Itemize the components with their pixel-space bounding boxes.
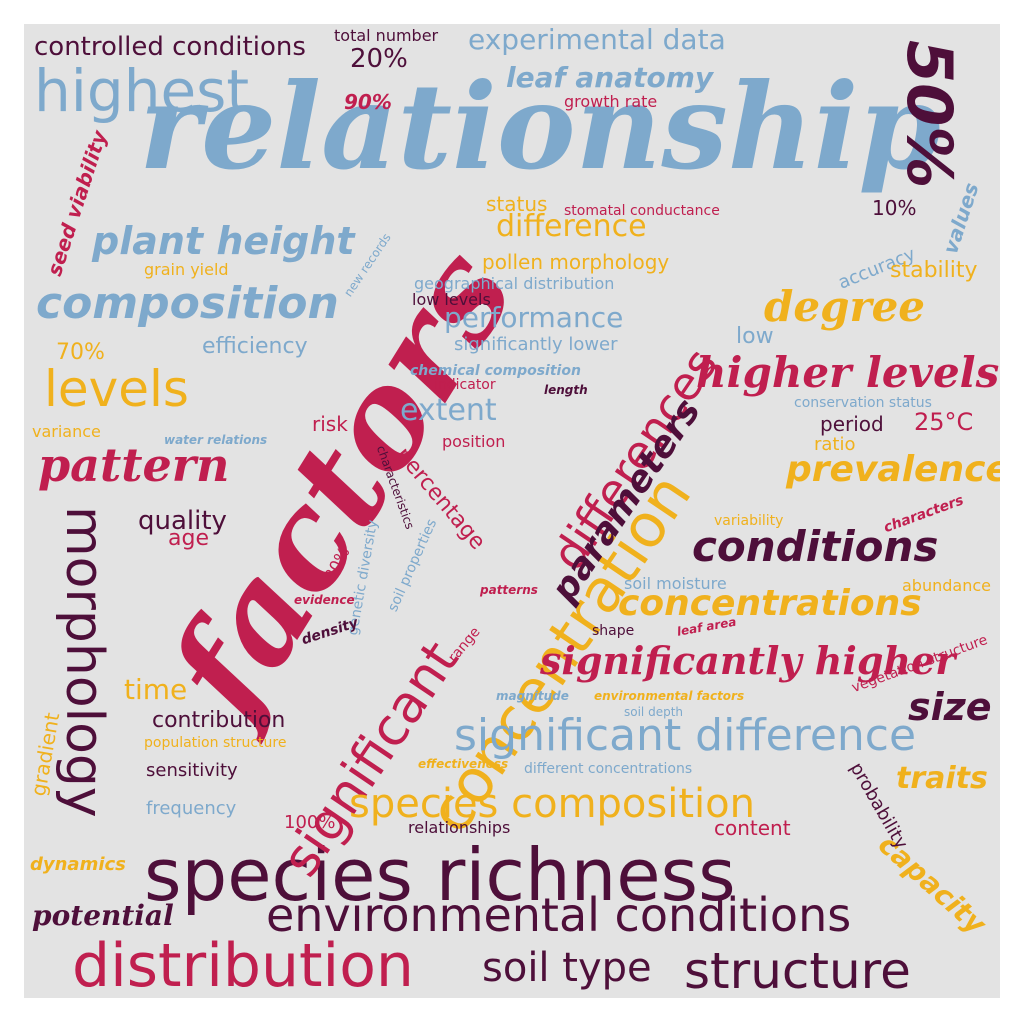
word-significantly-higher: significantly higher [540, 638, 956, 683]
word-period: period [820, 412, 884, 436]
word-population-structure: population structure [144, 735, 287, 751]
word-stomatal-conductance: stomatal conductance [564, 203, 720, 219]
word-relationship: relationship [139, 57, 941, 196]
word-extent: extent [400, 393, 497, 428]
word-ratio: ratio [814, 434, 856, 455]
word-relationships: relationships [408, 818, 511, 837]
word-quality: quality [138, 506, 227, 536]
word-higher-levels: higher levels [696, 348, 1000, 397]
word-prevalence: prevalence [786, 449, 1000, 490]
word-plant-height: plant height [92, 219, 355, 263]
word-20pct: 20% [350, 44, 408, 74]
word-geographical-distribution: geographical distribution [414, 274, 615, 293]
word-values: values [938, 179, 984, 257]
word-species-composition: species composition [349, 781, 755, 827]
word-position: position [442, 432, 506, 451]
word-structure: structure [684, 942, 911, 998]
word-70pct: 70% [56, 340, 105, 365]
word-low: low [736, 324, 774, 349]
word-indicator: indicator [434, 377, 496, 393]
word-abundance: abundance [902, 576, 991, 595]
word-significantly-lower: significantly lower [454, 334, 618, 355]
word-levels: levels [44, 360, 189, 418]
word-traits: traits [896, 761, 988, 796]
word-risk: risk [312, 412, 348, 436]
word-content: content [714, 816, 791, 840]
word-age: age [168, 526, 209, 551]
word-experimental-data: experimental data [468, 24, 726, 56]
word-sensitivity: sensitivity [146, 760, 238, 781]
word-50pct: 50% [893, 40, 966, 189]
word-cloud: relationship factors species richness co… [24, 24, 1000, 998]
word-range: range [445, 624, 484, 666]
word-environmental-conditions: environmental conditions [266, 888, 852, 942]
word-shape: shape [592, 623, 635, 639]
word-different-concentrations: different concentrations [524, 761, 693, 777]
word-degree: degree [764, 282, 926, 331]
word-10pct: 10% [872, 196, 917, 220]
word-contribution: contribution [152, 708, 286, 733]
word-time: time [124, 673, 188, 706]
word-performance: performance [444, 301, 624, 334]
word-distribution: distribution [72, 931, 414, 998]
word-significant-difference: significant difference [454, 710, 917, 761]
word-variability: variability [714, 513, 784, 529]
word-conditions: conditions [692, 522, 939, 571]
word-environmental-factors: environmental factors [594, 689, 745, 703]
word-variance: variance [32, 422, 101, 441]
word-leaf-anatomy: leaf anatomy [506, 61, 714, 94]
word-potential: potential [32, 899, 174, 932]
word-controlled-conditions: controlled conditions [34, 32, 306, 62]
word-patterns: patterns [480, 583, 538, 597]
word-soil-moisture: soil moisture [624, 574, 727, 593]
word-species-richness: species richness [144, 833, 736, 917]
word-effectiveness: effectiveness [418, 757, 509, 771]
word-status: status [486, 192, 548, 216]
word-dynamics: dynamics [30, 854, 126, 875]
word-90pct: 90% [344, 90, 392, 114]
word-stability: stability [890, 258, 978, 283]
word-100pct: 100% [284, 812, 336, 833]
word-efficiency: efficiency [202, 334, 308, 359]
word-length: length [544, 383, 588, 397]
word-soil-type: soil type [482, 945, 652, 991]
word-low-levels: low levels [412, 290, 491, 309]
word-soil-depth: soil depth [624, 705, 684, 719]
word-25c: 25°C [914, 408, 974, 436]
word-total-number: total number [334, 26, 439, 45]
word-frequency: frequency [146, 798, 237, 819]
word-growth-rate: growth rate [564, 92, 658, 111]
word-evidence: evidence [294, 593, 355, 607]
word-chemical-composition: chemical composition [410, 363, 581, 379]
word-concentrations: concentrations [618, 583, 922, 624]
word-magnitude: magnitude [496, 689, 569, 703]
word-size: size [908, 685, 992, 729]
word-grain-yield: grain yield [144, 260, 229, 279]
word-difference: difference [496, 209, 647, 244]
word-pollen-morphology: pollen morphology [482, 250, 670, 274]
word-water-relations: water relations [164, 433, 268, 447]
word-composition: composition [36, 278, 339, 329]
word-morphology: morphology [54, 506, 114, 818]
word-conservation-status: conservation status [794, 395, 932, 411]
word-pattern: pattern [38, 438, 230, 492]
word-highest: highest [34, 57, 250, 125]
